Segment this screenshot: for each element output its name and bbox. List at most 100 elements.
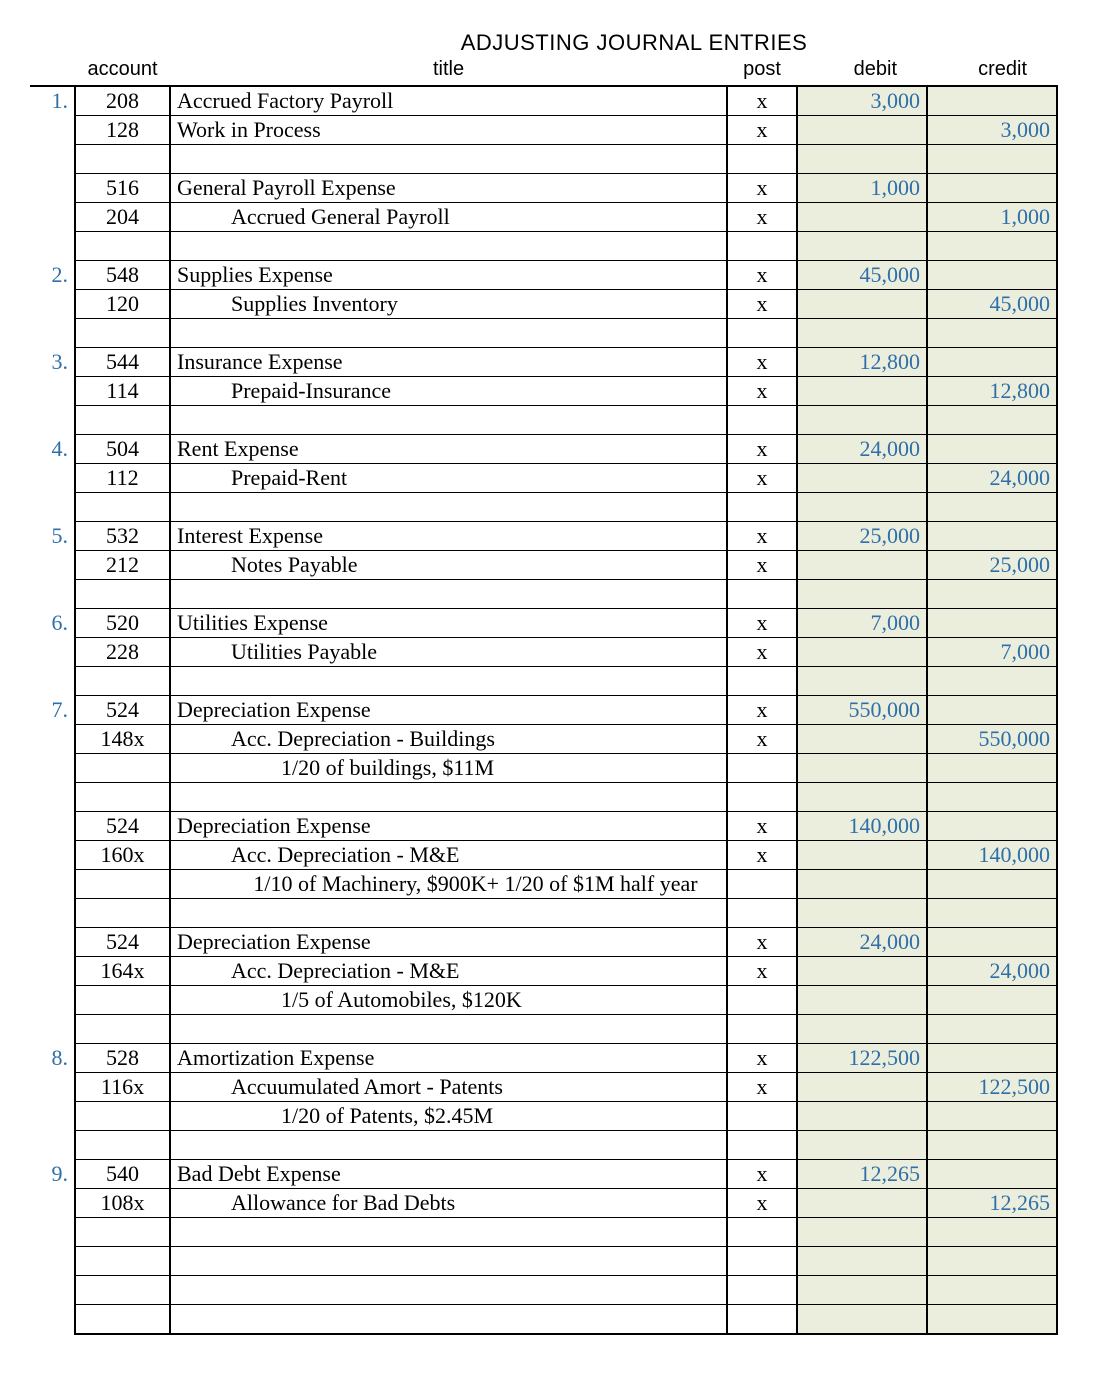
account-cell bbox=[75, 580, 170, 609]
post-cell: x bbox=[727, 928, 797, 957]
title-cell bbox=[170, 1131, 727, 1160]
blank-row bbox=[30, 1305, 1057, 1335]
journal-row: 1/20 of buildings, $11M bbox=[30, 754, 1057, 783]
blank-row bbox=[30, 406, 1057, 435]
header-row: account title post debit credit bbox=[30, 56, 1057, 86]
post-cell: x bbox=[727, 551, 797, 580]
credit-cell bbox=[927, 319, 1057, 348]
post-cell bbox=[727, 406, 797, 435]
post-cell: x bbox=[727, 841, 797, 870]
account-cell bbox=[75, 870, 170, 899]
post-cell: x bbox=[727, 1044, 797, 1073]
post-cell bbox=[727, 580, 797, 609]
note-cell: 1/10 of Machinery, $900K+ 1/20 of $1M ha… bbox=[170, 870, 727, 899]
journal-row: 112Prepaid-Rentx24,000 bbox=[30, 464, 1057, 493]
credit-cell bbox=[927, 406, 1057, 435]
journal-row: 5.532Interest Expensex25,000 bbox=[30, 522, 1057, 551]
title-cell: Amortization Expense bbox=[170, 1044, 727, 1073]
title-cell: Insurance Expense bbox=[170, 348, 727, 377]
post-cell bbox=[727, 1102, 797, 1131]
credit-cell: 24,000 bbox=[927, 464, 1057, 493]
entry-number bbox=[30, 319, 75, 348]
header-title: title bbox=[170, 56, 727, 86]
entry-number: 6. bbox=[30, 609, 75, 638]
credit-cell: 3,000 bbox=[927, 116, 1057, 145]
account-cell: 524 bbox=[75, 928, 170, 957]
credit-cell: 550,000 bbox=[927, 725, 1057, 754]
credit-cell bbox=[927, 1102, 1057, 1131]
debit-cell: 25,000 bbox=[797, 522, 927, 551]
credit-cell bbox=[927, 870, 1057, 899]
credit-cell bbox=[927, 609, 1057, 638]
entry-number bbox=[30, 1131, 75, 1160]
debit-cell bbox=[797, 377, 927, 406]
account-cell: 524 bbox=[75, 696, 170, 725]
account-cell: 114 bbox=[75, 377, 170, 406]
blank-row bbox=[30, 232, 1057, 261]
journal-row: 148xAcc. Depreciation - Buildingsx550,00… bbox=[30, 725, 1057, 754]
account-cell bbox=[75, 145, 170, 174]
debit-cell: 45,000 bbox=[797, 261, 927, 290]
journal-row: 160xAcc. Depreciation - M&Ex140,000 bbox=[30, 841, 1057, 870]
blank-row bbox=[30, 1015, 1057, 1044]
title-cell: Supplies Inventory bbox=[170, 290, 727, 319]
debit-cell bbox=[797, 957, 927, 986]
journal-row: 164xAcc. Depreciation - M&Ex24,000 bbox=[30, 957, 1057, 986]
title-cell: Rent Expense bbox=[170, 435, 727, 464]
entry-number bbox=[30, 232, 75, 261]
post-cell bbox=[727, 986, 797, 1015]
journal-row: 9.540Bad Debt Expensex12,265 bbox=[30, 1160, 1057, 1189]
title-cell bbox=[170, 1276, 727, 1305]
post-cell bbox=[727, 667, 797, 696]
credit-cell bbox=[927, 754, 1057, 783]
post-cell bbox=[727, 783, 797, 812]
account-cell: 528 bbox=[75, 1044, 170, 1073]
entry-number bbox=[30, 1218, 75, 1247]
post-cell: x bbox=[727, 203, 797, 232]
account-cell bbox=[75, 986, 170, 1015]
journal-row: 524Depreciation Expensex24,000 bbox=[30, 928, 1057, 957]
credit-cell bbox=[927, 435, 1057, 464]
title-cell: Work in Process bbox=[170, 116, 727, 145]
entry-number bbox=[30, 667, 75, 696]
credit-cell bbox=[927, 1247, 1057, 1276]
title-cell bbox=[170, 899, 727, 928]
debit-cell bbox=[797, 1305, 927, 1335]
credit-cell bbox=[927, 696, 1057, 725]
entry-number: 2. bbox=[30, 261, 75, 290]
entry-number bbox=[30, 725, 75, 754]
post-cell bbox=[727, 145, 797, 174]
debit-cell bbox=[797, 783, 927, 812]
account-cell: 164x bbox=[75, 957, 170, 986]
post-cell bbox=[727, 899, 797, 928]
credit-cell bbox=[927, 667, 1057, 696]
header-blank bbox=[30, 56, 75, 86]
entry-number bbox=[30, 928, 75, 957]
journal-row: 1/20 of Patents, $2.45M bbox=[30, 1102, 1057, 1131]
page-title: ADJUSTING JOURNAL ENTRIES bbox=[30, 30, 1058, 56]
debit-cell: 122,500 bbox=[797, 1044, 927, 1073]
entry-number bbox=[30, 580, 75, 609]
credit-cell bbox=[927, 812, 1057, 841]
post-cell: x bbox=[727, 609, 797, 638]
journal-row: 6.520Utilities Expensex7,000 bbox=[30, 609, 1057, 638]
note-cell: 1/20 of buildings, $11M bbox=[170, 754, 727, 783]
post-cell: x bbox=[727, 638, 797, 667]
post-cell: x bbox=[727, 812, 797, 841]
blank-row bbox=[30, 783, 1057, 812]
account-cell: 160x bbox=[75, 841, 170, 870]
debit-cell bbox=[797, 580, 927, 609]
title-cell: Bad Debt Expense bbox=[170, 1160, 727, 1189]
account-cell bbox=[75, 319, 170, 348]
debit-cell bbox=[797, 986, 927, 1015]
credit-cell bbox=[927, 1276, 1057, 1305]
account-cell: 516 bbox=[75, 174, 170, 203]
title-cell: Depreciation Expense bbox=[170, 928, 727, 957]
post-cell bbox=[727, 1218, 797, 1247]
post-cell: x bbox=[727, 86, 797, 116]
title-cell: Acc. Depreciation - M&E bbox=[170, 841, 727, 870]
credit-cell bbox=[927, 986, 1057, 1015]
blank-row bbox=[30, 1276, 1057, 1305]
credit-cell: 24,000 bbox=[927, 957, 1057, 986]
account-cell: 540 bbox=[75, 1160, 170, 1189]
